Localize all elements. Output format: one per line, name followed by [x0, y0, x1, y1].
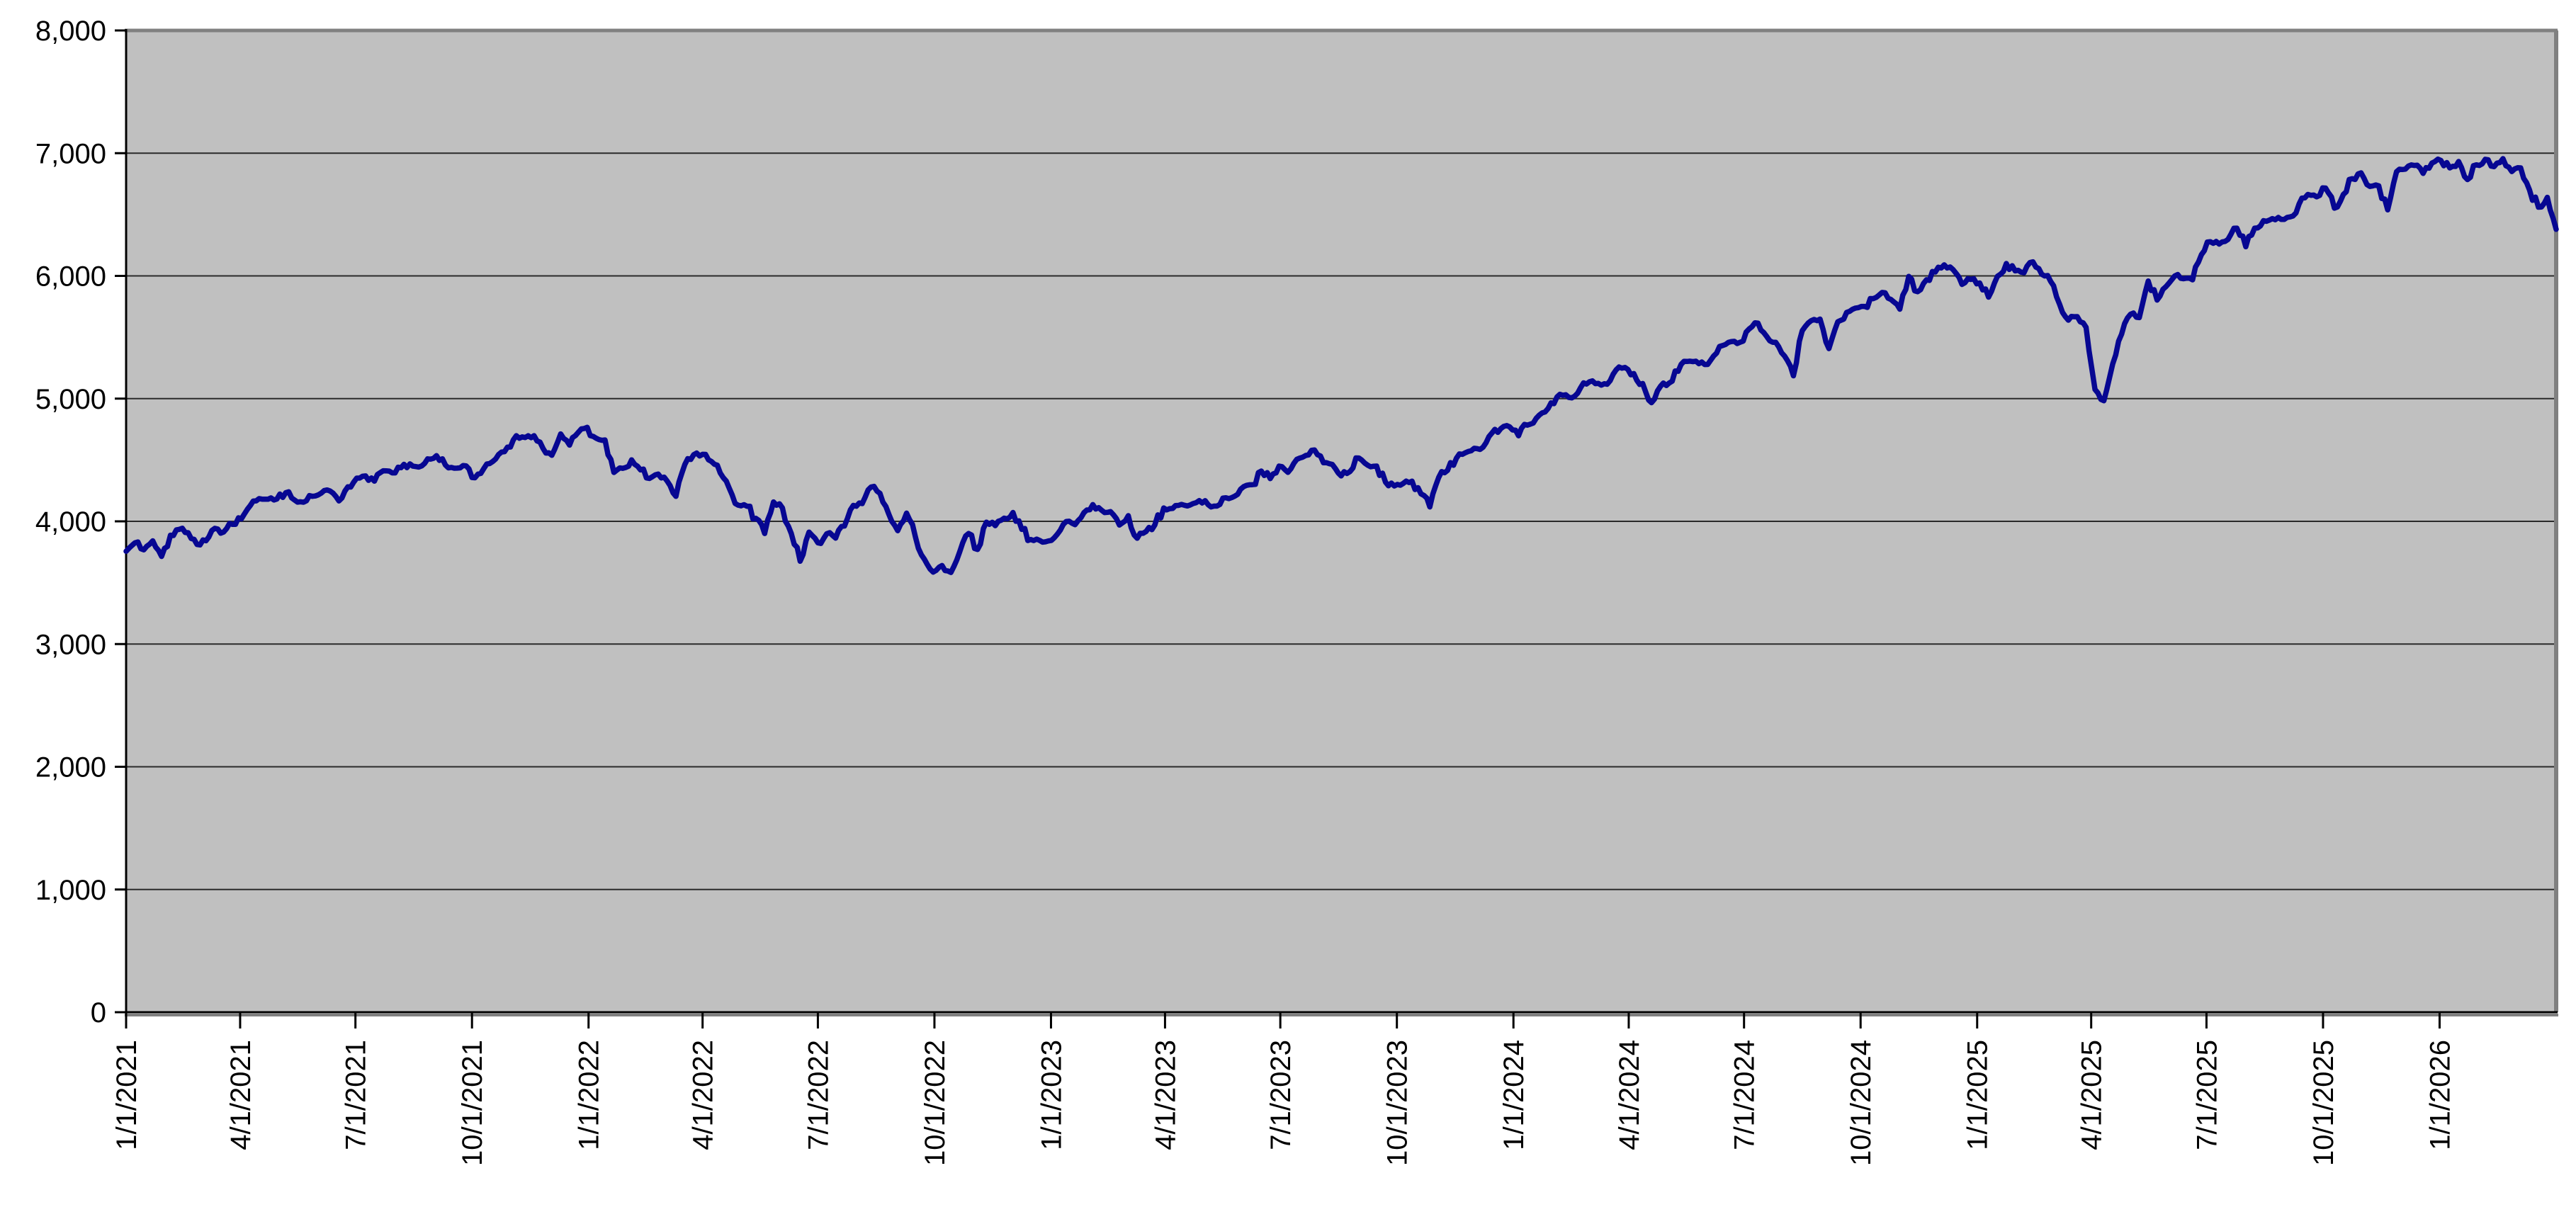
x-axis-label: 1/1/2021: [111, 1040, 142, 1150]
x-axis-label: 1/1/2023: [1036, 1040, 1067, 1150]
y-axis-label: 0: [91, 997, 106, 1028]
x-axis-label: 4/1/2022: [688, 1040, 719, 1150]
x-axis-label: 7/1/2024: [1729, 1040, 1761, 1150]
x-axis-label: 7/1/2025: [2191, 1040, 2222, 1150]
x-axis-label: 10/1/2021: [457, 1040, 488, 1166]
price-line: [123, 156, 2559, 575]
x-axis-label: 10/1/2025: [2308, 1040, 2339, 1166]
x-axis-label: 4/1/2023: [1150, 1040, 1181, 1150]
x-axis-label: 1/1/2026: [2424, 1040, 2456, 1150]
y-axis-label: 6,000: [35, 261, 106, 293]
x-axis-label: 4/1/2025: [2077, 1040, 2108, 1150]
y-axis-label: 8,000: [35, 16, 106, 47]
x-axis-label: 7/1/2023: [1265, 1040, 1297, 1150]
x-axis-label: 1/1/2024: [1498, 1040, 1530, 1150]
y-axis-label: 1,000: [35, 875, 106, 906]
x-axis-label: 4/1/2021: [225, 1040, 256, 1150]
y-axis-label: 2,000: [35, 752, 106, 783]
x-axis-label: 4/1/2024: [1614, 1040, 1645, 1150]
x-axis-label: 1/1/2025: [1962, 1040, 1994, 1150]
y-axis-label: 7,000: [35, 138, 106, 169]
x-axis-label: 10/1/2023: [1382, 1040, 1413, 1166]
x-axis-label: 7/1/2022: [803, 1040, 834, 1150]
x-axis-label: 1/1/2022: [574, 1040, 605, 1150]
x-axis-label: 10/1/2024: [1846, 1040, 1877, 1166]
y-axis-label: 3,000: [35, 629, 106, 660]
x-axis-label: 10/1/2022: [920, 1040, 951, 1166]
y-axis-label: 5,000: [35, 384, 106, 415]
x-axis-label: 7/1/2021: [341, 1040, 372, 1150]
y-axis-label: 4,000: [35, 506, 106, 538]
